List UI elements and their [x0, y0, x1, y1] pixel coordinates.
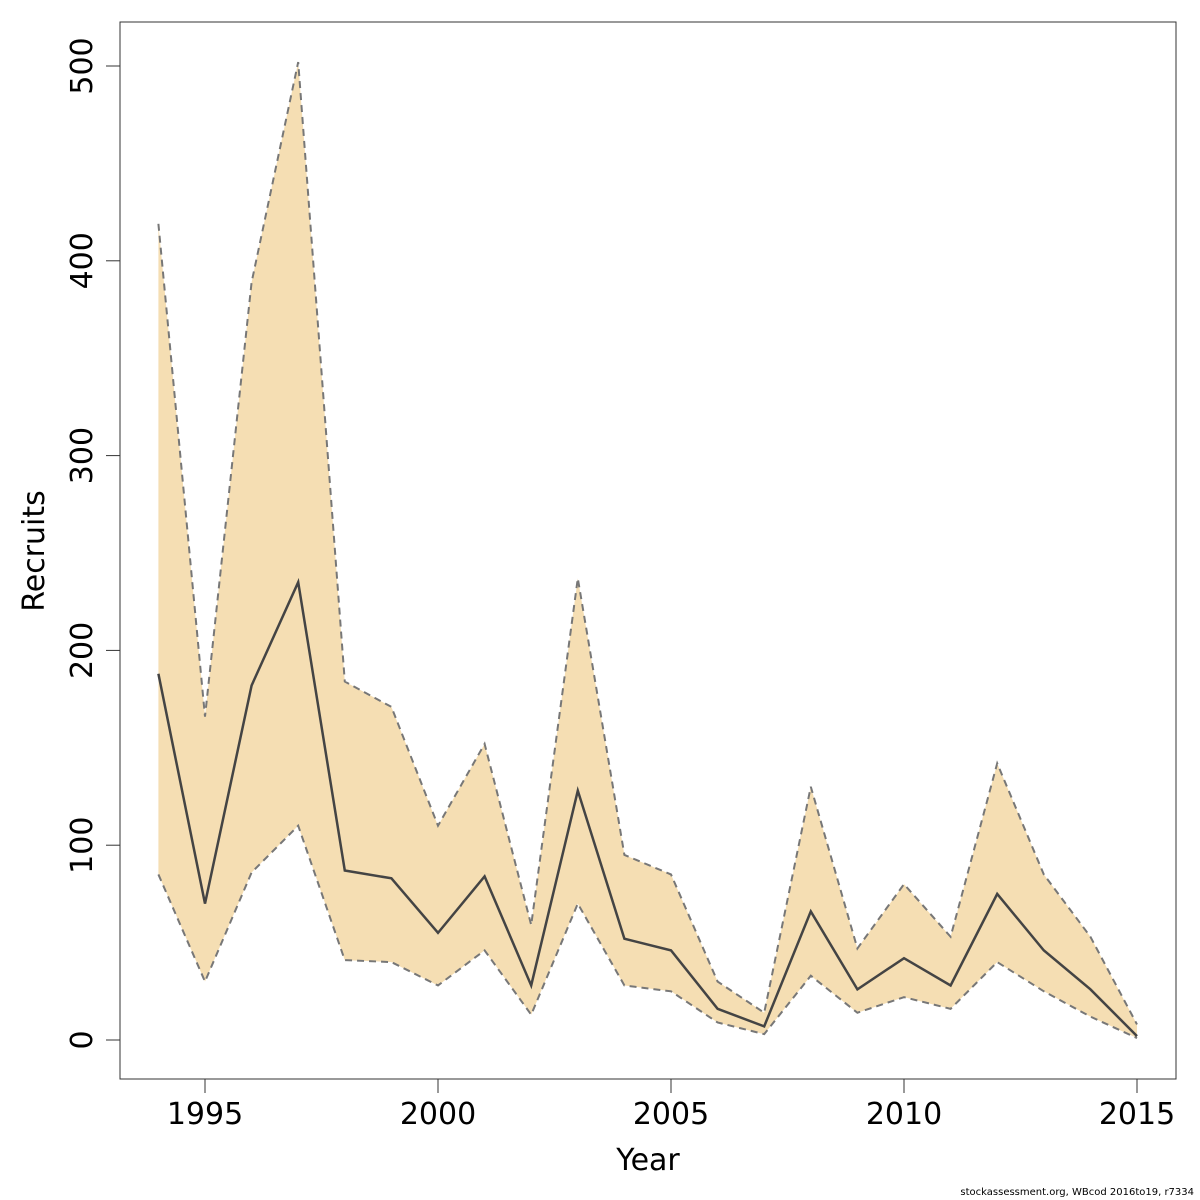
y-tick-label: 500: [65, 37, 100, 94]
x-tick-label: 2015: [1099, 1097, 1175, 1132]
x-tick-label: 2005: [633, 1097, 709, 1132]
y-tick-label: 100: [65, 817, 100, 874]
y-tick-label: 0: [65, 1030, 100, 1049]
x-tick-label: 2000: [400, 1097, 476, 1132]
x-tick-label: 1995: [167, 1097, 243, 1132]
recruits-line: [157, 577, 1138, 1037]
lower-bound-line: [157, 823, 1138, 1039]
y-tick-label: 300: [65, 427, 100, 484]
confidence-band: [158, 62, 1137, 1039]
y-axis-label: Recruits: [17, 490, 52, 612]
y-tick-label: 400: [65, 232, 100, 289]
upper-bound-line: [157, 61, 1138, 1025]
x-tick-label: 2010: [866, 1097, 942, 1132]
y-tick-label: 200: [65, 622, 100, 679]
footer-credit: stockassessment.org, WBcod 2016to19, r73…: [960, 1187, 1194, 1198]
x-axis-label: Year: [615, 1143, 680, 1178]
plot-frame: [119, 21, 1177, 1080]
